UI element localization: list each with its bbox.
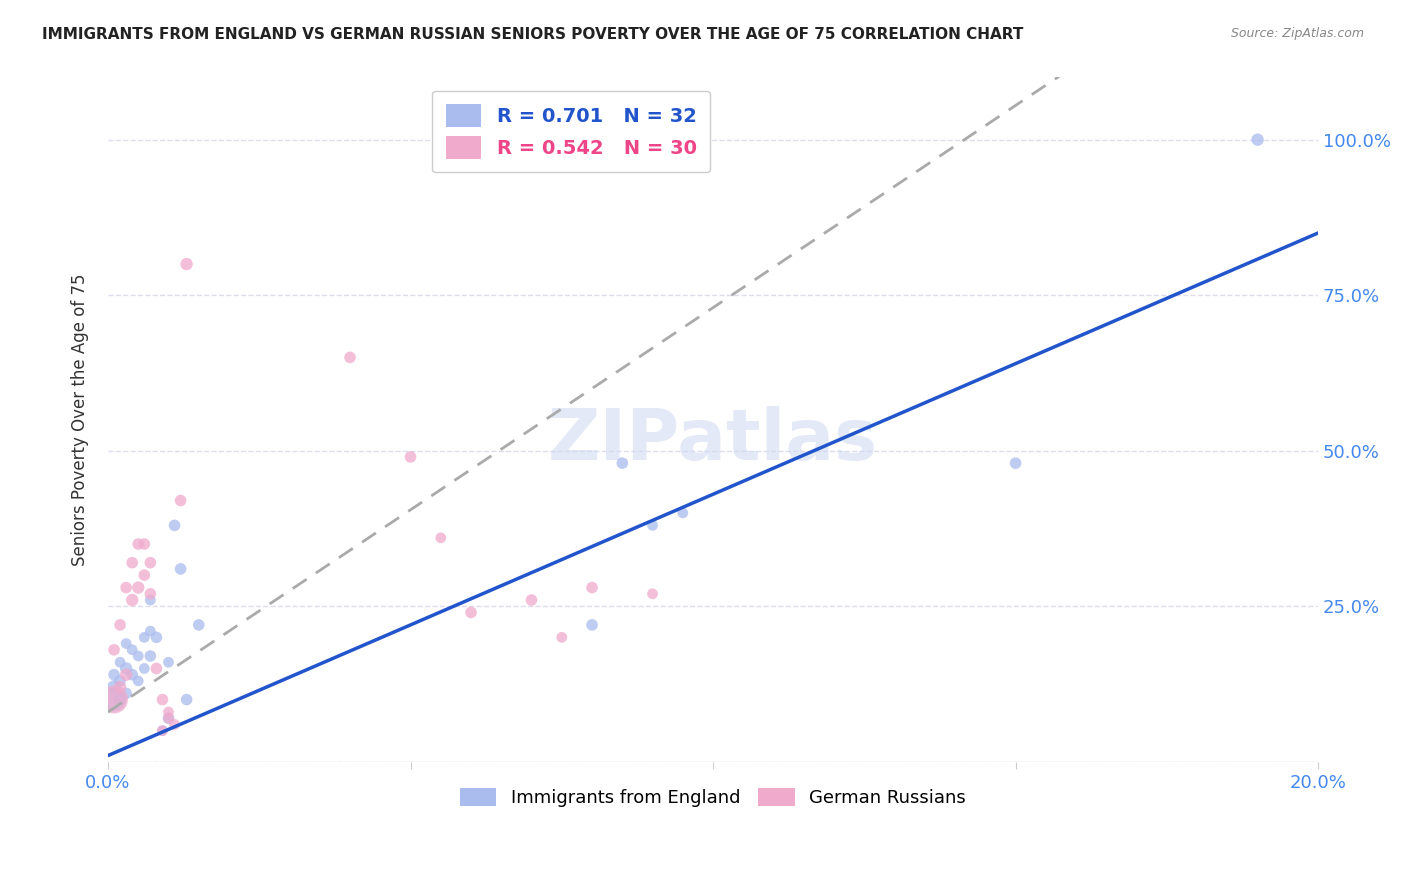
Point: [641, 587, 664, 601]
Point: [152, 723, 174, 738]
Point: [429, 531, 451, 545]
Point: [139, 556, 162, 570]
Point: [115, 636, 138, 650]
Point: [103, 692, 125, 706]
Point: [139, 648, 162, 663]
Point: [134, 661, 156, 675]
Point: [163, 717, 186, 731]
Point: [157, 711, 180, 725]
Point: [108, 655, 131, 669]
Point: [108, 680, 131, 694]
Point: [127, 581, 149, 595]
Point: [115, 667, 138, 681]
Point: [339, 351, 361, 365]
Point: [134, 537, 156, 551]
Point: [152, 723, 174, 738]
Point: [581, 618, 603, 632]
Point: [157, 655, 180, 669]
Text: Source: ZipAtlas.com: Source: ZipAtlas.com: [1230, 27, 1364, 40]
Point: [115, 661, 138, 675]
Point: [399, 450, 422, 464]
Point: [115, 686, 138, 700]
Point: [103, 642, 125, 657]
Point: [103, 692, 125, 706]
Point: [187, 618, 209, 632]
Point: [581, 581, 603, 595]
Point: [169, 562, 191, 576]
Point: [1004, 456, 1026, 470]
Point: [641, 518, 664, 533]
Point: [103, 667, 125, 681]
Point: [134, 631, 156, 645]
Point: [152, 692, 174, 706]
Point: [134, 568, 156, 582]
Text: IMMIGRANTS FROM ENGLAND VS GERMAN RUSSIAN SENIORS POVERTY OVER THE AGE OF 75 COR: IMMIGRANTS FROM ENGLAND VS GERMAN RUSSIA…: [42, 27, 1024, 42]
Point: [176, 692, 198, 706]
Legend: Immigrants from England, German Russians: Immigrants from England, German Russians: [453, 780, 973, 814]
Point: [139, 587, 162, 601]
Point: [121, 642, 143, 657]
Point: [460, 606, 482, 620]
Point: [169, 493, 191, 508]
Point: [139, 624, 162, 639]
Point: [612, 456, 634, 470]
Point: [127, 648, 149, 663]
Point: [108, 618, 131, 632]
Point: [520, 593, 543, 607]
Point: [1246, 133, 1268, 147]
Point: [121, 593, 143, 607]
Point: [115, 581, 138, 595]
Point: [108, 692, 131, 706]
Point: [127, 537, 149, 551]
Point: [176, 257, 198, 271]
Y-axis label: Seniors Poverty Over the Age of 75: Seniors Poverty Over the Age of 75: [72, 273, 89, 566]
Point: [103, 680, 125, 694]
Point: [145, 631, 167, 645]
Point: [139, 593, 162, 607]
Point: [127, 673, 149, 688]
Point: [121, 667, 143, 681]
Point: [121, 556, 143, 570]
Point: [551, 631, 574, 645]
Point: [672, 506, 695, 520]
Text: ZIPatlas: ZIPatlas: [548, 406, 879, 475]
Point: [163, 518, 186, 533]
Point: [157, 705, 180, 719]
Point: [157, 711, 180, 725]
Point: [108, 673, 131, 688]
Point: [145, 661, 167, 675]
